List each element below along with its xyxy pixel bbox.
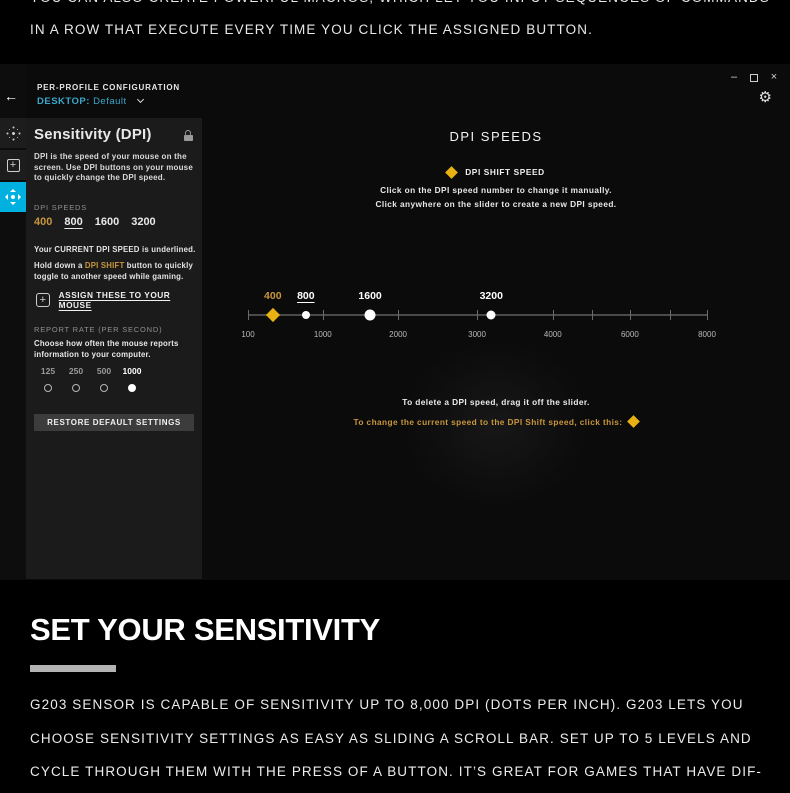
report-rate-option-500[interactable]: 500 <box>90 366 118 392</box>
slider-instruction-1: Click on the DPI speed number to change … <box>380 185 612 195</box>
heading-divider <box>30 665 116 672</box>
dpi-speed-400[interactable]: 400 <box>34 216 53 228</box>
profile-selector[interactable]: DESKTOP: Default <box>37 95 144 107</box>
dpi-shift-legend: DPI SHIFT SPEED <box>202 165 790 179</box>
plus-box-icon: + <box>6 158 20 172</box>
shift-note: To change the current speed to the DPI S… <box>202 415 790 428</box>
hero-line: IN A ROW THAT EXECUTE EVERY TIME YOU CLI… <box>30 22 593 37</box>
report-rate-options: 125 250 500 1000 <box>34 366 146 392</box>
scale-label-2000: 2000 <box>389 330 407 339</box>
assign-to-mouse-button[interactable]: + ASSIGN THESE TO YOUR MOUSE <box>36 290 202 310</box>
profile-value: Default <box>93 96 127 107</box>
sidebar-item-sensitivity-active[interactable] <box>0 182 26 212</box>
dpi-shift-note: Hold down a DPI SHIFT button to quickly … <box>34 261 193 281</box>
dpi-speed-values: 400 800 1600 3200 <box>34 216 156 228</box>
window-controls: – × <box>728 72 780 83</box>
dpi-speed-3200[interactable]: 3200 <box>131 216 156 228</box>
body-line-3: CYCLE THROUGH THEM WITH THE PRESS OF A B… <box>30 764 763 779</box>
dpi-shift-diamond-icon <box>445 165 459 179</box>
dpi-shift-legend-label: DPI SHIFT SPEED <box>465 167 545 177</box>
dpi-speed-1600[interactable]: 1600 <box>94 216 120 228</box>
report-rate-option-250[interactable]: 250 <box>62 366 90 392</box>
hero-copy: YOU CAN ALSO CREATE POWERFUL MACROS, WHI… <box>0 0 790 56</box>
maximize-icon[interactable] <box>750 73 758 82</box>
slider-marker-1600[interactable] <box>364 309 376 321</box>
report-rate-description: Choose how often the mouse reports infor… <box>34 339 179 359</box>
profile-label: DESKTOP: <box>37 96 90 107</box>
scale-label-3000: 3000 <box>468 330 486 339</box>
lock-icon <box>184 129 193 141</box>
scale-label-4000: 4000 <box>543 330 562 339</box>
hero-line-clipped: YOU CAN ALSO CREATE POWERFUL MACROS, WHI… <box>30 0 770 5</box>
delete-note: To delete a DPI speed, drag it off the s… <box>402 397 590 407</box>
dpi-speed-800[interactable]: 800 <box>64 216 83 228</box>
slider-marker-800[interactable] <box>301 311 310 319</box>
sidebar-item-assignments[interactable]: + <box>0 150 26 180</box>
assign-to-mouse-label: ASSIGN THESE TO YOUR MOUSE <box>58 290 171 310</box>
slider-instruction-2: Click anywhere on the slider to create a… <box>375 199 617 209</box>
scale-label-6000: 6000 <box>620 330 639 339</box>
restore-default-settings-button[interactable]: RESTORE DEFAULT SETTINGS <box>34 414 194 431</box>
settings-gear-icon[interactable]: ⚙ <box>758 89 772 106</box>
report-rate-option-125[interactable]: 125 <box>34 366 62 392</box>
marker-label-3200[interactable]: 3200 <box>479 290 503 302</box>
report-rate-option-1000[interactable]: 1000 <box>118 366 146 392</box>
radio-unselected[interactable] <box>72 384 80 392</box>
dpi-shift-diamond-icon[interactable] <box>627 415 641 428</box>
icon-rail: ← + <box>0 64 26 580</box>
current-speed-note: Your CURRENT DPI SPEED is underlined. <box>34 245 196 254</box>
minimize-icon[interactable]: – <box>730 71 738 83</box>
panel-description: DPI is the speed of your mouse on the sc… <box>34 152 193 182</box>
ghub-window: – × ⚙ ← + PER-PROFILE CONFIGURATION DESK… <box>0 64 790 580</box>
radio-unselected[interactable] <box>44 384 52 392</box>
body-line-2: CHOOSE SENSITIVITY SETTINGS AS EASY AS S… <box>30 730 752 746</box>
per-profile-configuration-label: PER-PROFILE CONFIGURATION <box>37 83 180 92</box>
back-arrow-icon[interactable]: ← <box>4 88 18 104</box>
dpi-main-area: DPI SPEEDS DPI SHIFT SPEED Click on the … <box>202 64 790 580</box>
radio-selected[interactable] <box>128 384 136 392</box>
section-heading: SET YOUR SENSITIVITY <box>30 612 381 647</box>
body-copy: G203 SENSOR IS CAPABLE OF SENSITIVITY UP… <box>30 688 763 789</box>
dpi-speeds-title: DPI SPEEDS <box>449 129 543 144</box>
dpi-move-icon <box>5 189 21 205</box>
plus-box-icon: + <box>36 293 50 307</box>
marker-label-1600[interactable]: 1600 <box>358 290 382 302</box>
sensitivity-panel: Sensitivity (DPI) DPI is the speed of yo… <box>26 118 202 579</box>
panel-title: Sensitivity (DPI) <box>34 126 152 143</box>
dpi-speeds-label: DPI SPEEDS <box>34 203 88 212</box>
chevron-down-icon <box>136 95 144 104</box>
body-line-1: G203 SENSOR IS CAPABLE OF SENSITIVITY UP… <box>30 697 744 712</box>
slider-marker-3200[interactable] <box>486 310 496 320</box>
radio-unselected[interactable] <box>100 384 108 392</box>
sidebar-item-lighting[interactable] <box>0 118 26 148</box>
report-rate-label: REPORT RATE (PER SECOND) <box>34 325 163 334</box>
background-glow <box>396 334 596 514</box>
close-icon[interactable]: × <box>770 71 778 83</box>
scale-label-8000: 8000 <box>698 330 716 339</box>
dpi-slider[interactable]: 400 800 1600 3200 100 1000 2000 3000 400… <box>241 264 716 354</box>
slider-marker-shift-400[interactable] <box>265 307 280 323</box>
scale-label-1000: 1000 <box>313 330 332 339</box>
brightness-icon <box>11 131 15 135</box>
marker-label-800[interactable]: 800 <box>297 290 315 302</box>
marker-label-400[interactable]: 400 <box>264 290 282 302</box>
scale-label-100: 100 <box>241 330 255 339</box>
